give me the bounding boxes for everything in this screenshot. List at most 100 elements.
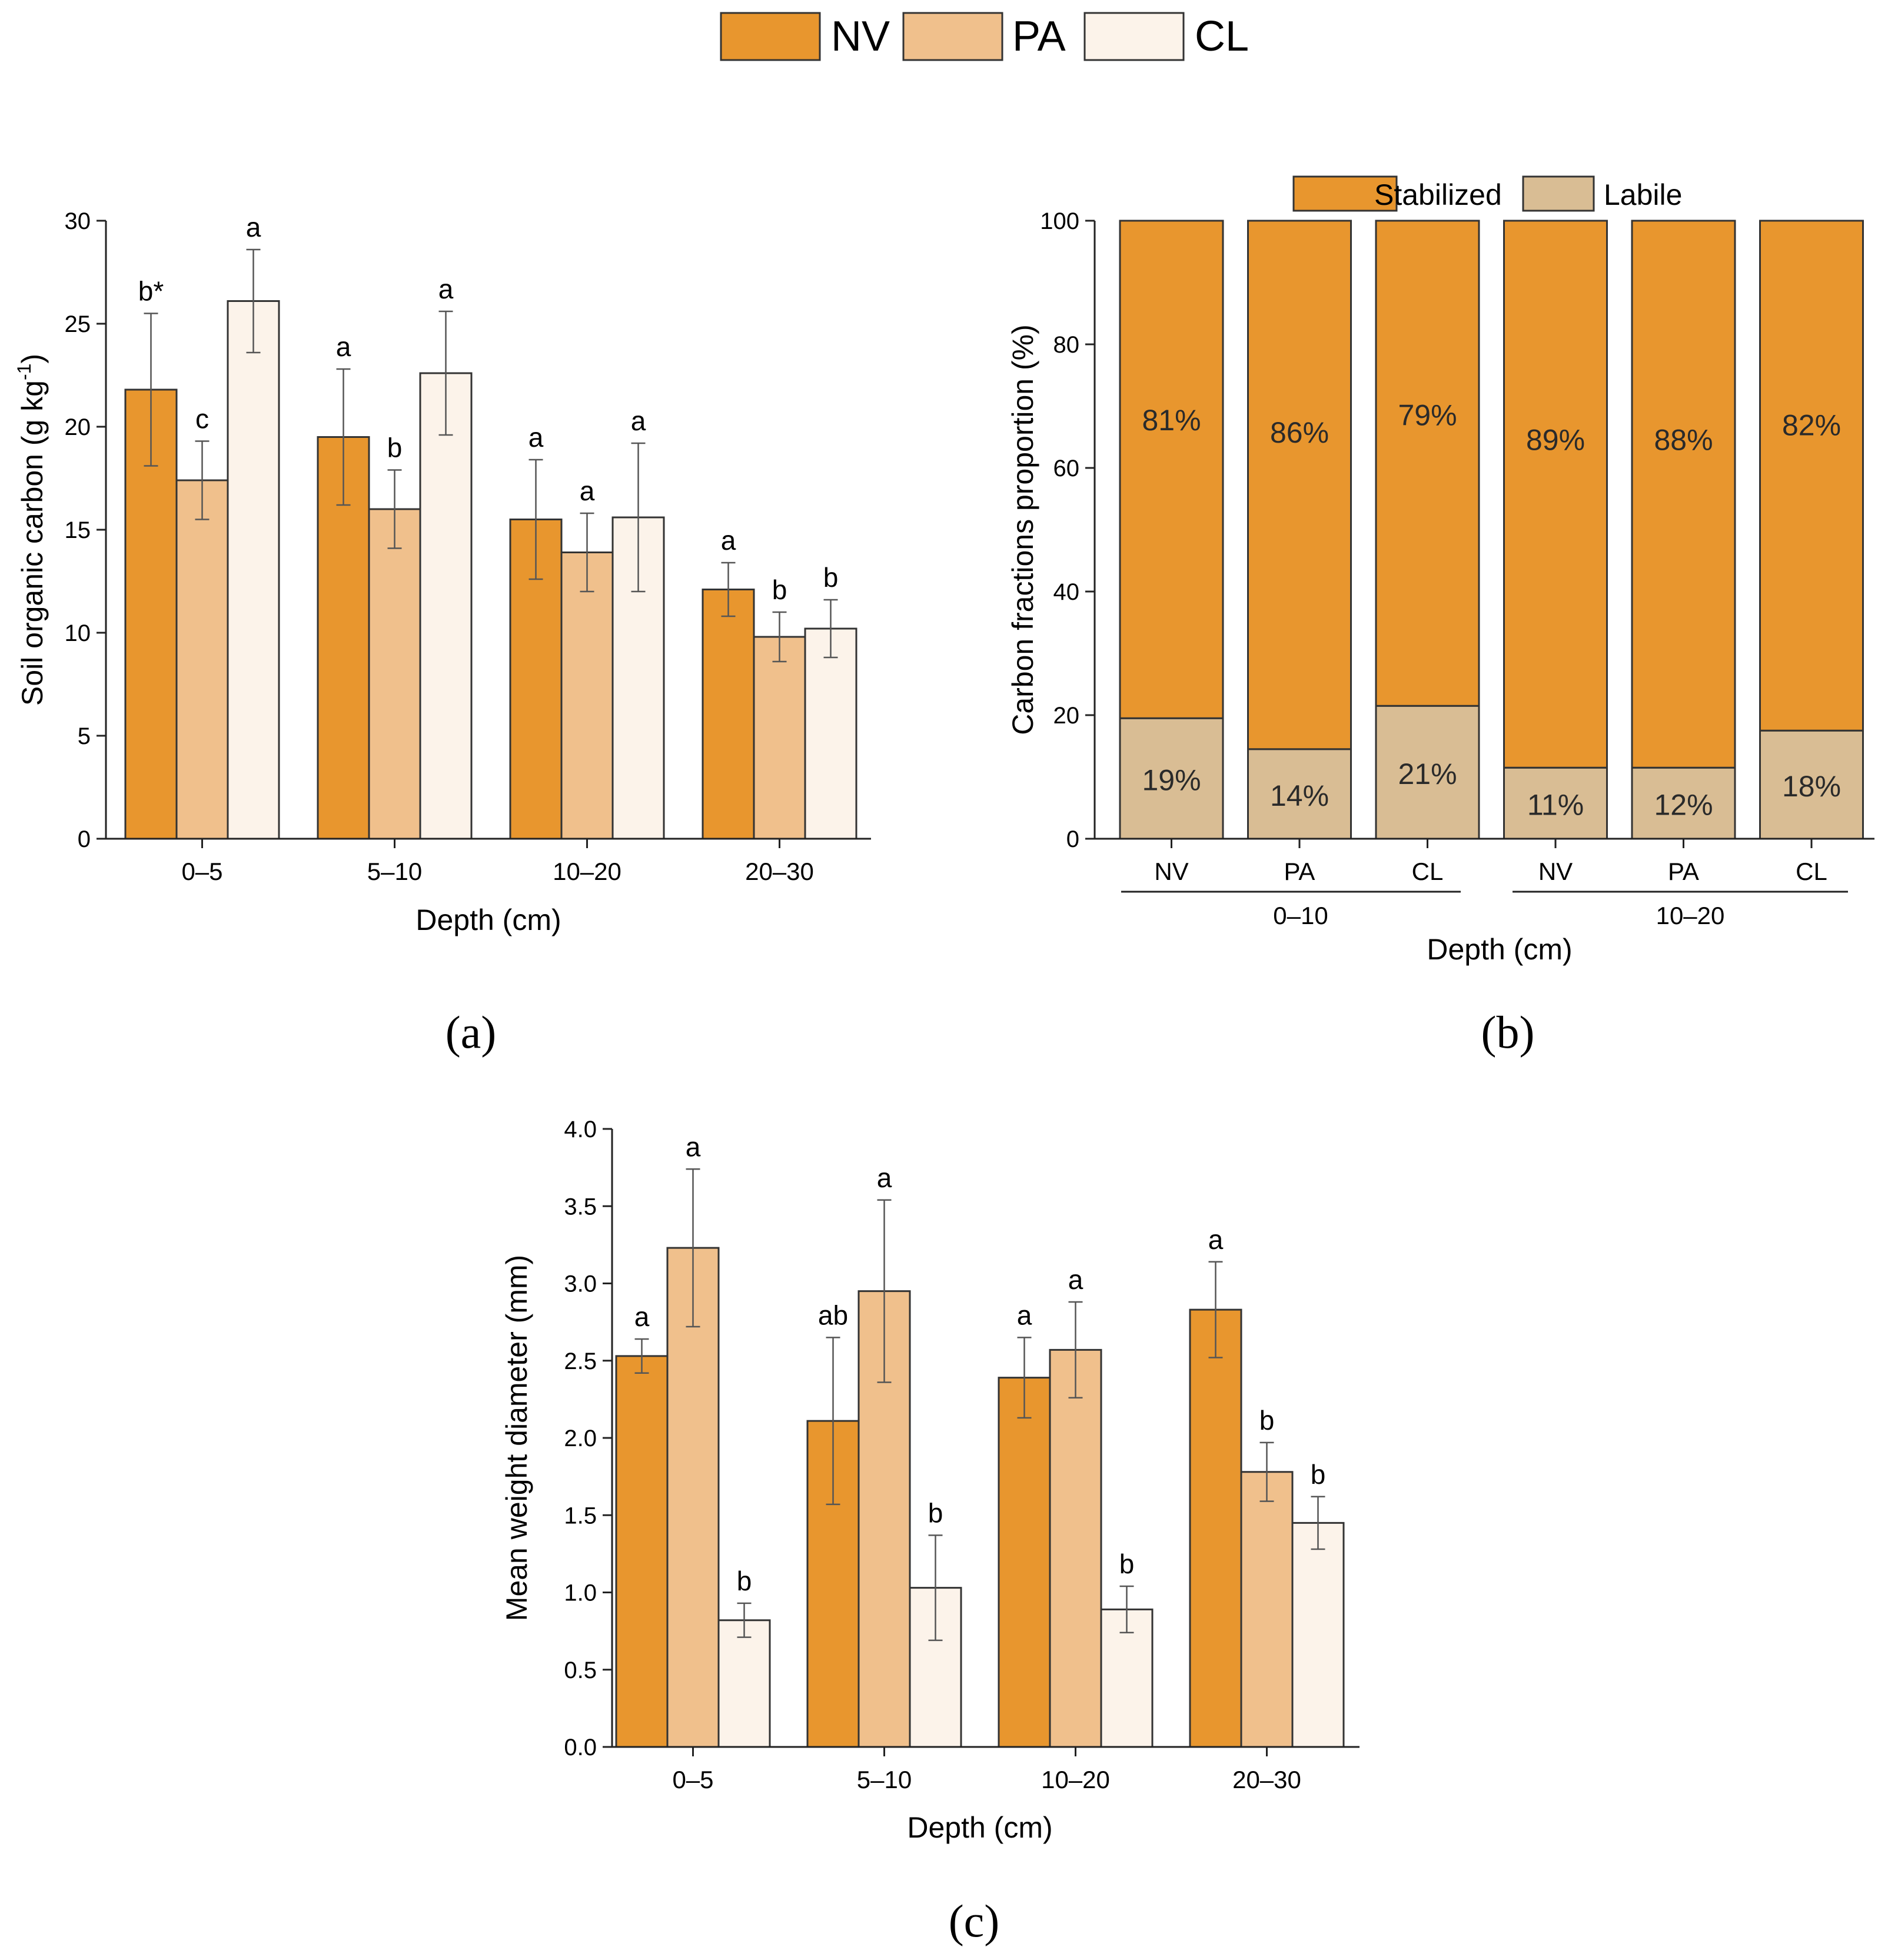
panel-a-significance-letter: a	[631, 406, 646, 436]
panel-c-significance-letter: a	[634, 1301, 650, 1332]
panel-c-y-tick-label: 3.0	[564, 1271, 597, 1297]
panel-b-percent-label: 12%	[1654, 789, 1713, 822]
panel-c-bar-pa-20-30	[1240, 1471, 1294, 1748]
panel-a-significance-letter: a	[721, 525, 736, 556]
panel-c-bar-cl-20-30	[1291, 1522, 1345, 1748]
panel-c-significance-letter: ab	[818, 1300, 848, 1330]
panel-a-significance-letter: a	[580, 476, 595, 506]
legend-swatch-nv	[720, 12, 821, 61]
top-legend: NV PA CL	[720, 12, 1249, 61]
panel-c-bar-nv-10-20	[998, 1377, 1051, 1748]
panel-a-y-tick-label: 10	[65, 620, 91, 646]
panel-a-x-tick-label: 10–20	[553, 858, 621, 885]
panel-b-bar-labile-2	[1375, 705, 1480, 840]
panel-b-bar-labile-0	[1119, 717, 1224, 840]
panel-a-x-tick-label: 0–5	[181, 858, 222, 885]
panel-b-bar-stabilized-0	[1119, 220, 1224, 719]
panel-a-y-tick-label: 30	[65, 208, 91, 234]
panel-a-x-tick-label: 20–30	[745, 858, 814, 885]
panel-c-x-tick-label: 5–10	[857, 1766, 912, 1793]
panel-b-plot: 0 20 40 60 80 100 19% 81% NV 14% 86% PA 21% 79% CL 11% 8…	[1040, 208, 1864, 885]
legend-label-stabilized: Stabilized	[1374, 178, 1502, 211]
panel-a-bar-cl-5-10	[419, 372, 473, 840]
panel-c-significance-letter: b	[1259, 1405, 1275, 1436]
panel-b-x-label: Depth (cm)	[1427, 933, 1572, 966]
panel-b: Stabilized Labile 0 20 40 60 80 100 19% 81% NV 14…	[1006, 175, 1874, 1058]
panel-a-significance-letter: b	[772, 574, 787, 605]
panel-a-significance-letter: a	[438, 274, 454, 304]
legend-swatch-stabilized	[1292, 175, 1398, 212]
legend-label-labile: Labile	[1604, 178, 1682, 211]
panel-b-group-label-0-10: 0–10	[1273, 902, 1328, 929]
panel-c-bar-nv-0-5	[615, 1355, 669, 1748]
panel-b-percent-label: 19%	[1142, 764, 1201, 797]
panel-b-percent-label: 14%	[1270, 779, 1329, 812]
panel-c-plot: 0.00.51.01.52.02.53.03.54.0aab0–5abab5–1…	[564, 1117, 1345, 1793]
panel-c-significance-letter: a	[1208, 1224, 1224, 1255]
panel-b-x-tick-label: NV	[1538, 858, 1573, 885]
panel-c-y-tick-label: 3.5	[564, 1194, 597, 1220]
panel-c-y-tick-label: 0.5	[564, 1657, 597, 1683]
legend-swatch-cl	[1083, 12, 1185, 61]
panel-b-percent-label: 88%	[1654, 424, 1713, 457]
panel-c-y-tick-label: 2.5	[564, 1348, 597, 1374]
panel-c-x-tick-label: 0–5	[672, 1766, 713, 1793]
panel-a: 0 5 10 15 20 25 30 b* c a 0–5 a b a 5–10 a a a 10–20 a b b 20–…	[14, 208, 871, 1058]
panel-c-significance-letter: b	[1311, 1459, 1326, 1490]
panel-c-y-tick-label: 1.0	[564, 1580, 597, 1606]
legend-label-pa: PA	[1012, 13, 1066, 60]
panel-b-y-tick-label: 40	[1053, 579, 1080, 605]
panel-b-group-label-10-20: 10–20	[1656, 902, 1725, 929]
panel-c-y-tick-label: 1.5	[564, 1503, 597, 1529]
panel-c: 0.00.51.01.52.02.53.03.54.0aab0–5abab5–1…	[500, 1117, 1360, 1946]
panel-a-significance-letter: c	[195, 404, 209, 434]
panel-b-bar-stabilized-4	[1631, 220, 1736, 769]
panel-b-y-tick-label: 80	[1053, 332, 1080, 358]
panel-c-significance-letter: a	[877, 1162, 892, 1193]
panel-a-significance-letter: a	[336, 331, 351, 362]
panel-b-y-tick-label: 60	[1053, 456, 1080, 481]
panel-a-x-tick-label: 5–10	[367, 858, 422, 885]
panel-a-bar-pa-5-10	[368, 508, 421, 840]
panel-b-y-tick-label: 0	[1066, 826, 1079, 852]
panel-c-bar-pa-0-5	[666, 1247, 720, 1748]
panel-b-label: (b)	[1481, 1006, 1535, 1058]
panel-b-x-tick-label: PA	[1284, 858, 1315, 885]
panel-a-bar-cl-20-30	[804, 627, 857, 840]
panel-a-significance-letter: a	[246, 212, 261, 242]
panel-a-significance-letter: b*	[138, 276, 164, 307]
panel-c-significance-letter: b	[737, 1566, 752, 1596]
panel-a-y-tick-label: 5	[78, 723, 91, 749]
panel-c-x-tick-label: 20–30	[1232, 1766, 1301, 1793]
panel-a-significance-letter: b	[387, 433, 403, 463]
panel-c-y-tick-label: 0.0	[564, 1735, 597, 1760]
panel-b-bar-stabilized-5	[1759, 220, 1864, 732]
panel-a-x-label: Depth (cm)	[416, 903, 561, 936]
panel-b-bar-stabilized-1	[1247, 220, 1352, 750]
panel-a-bar-pa-20-30	[753, 636, 806, 840]
panel-c-x-label: Depth (cm)	[907, 1811, 1052, 1844]
panel-b-x-tick-label: CL	[1796, 858, 1827, 885]
panel-b-x-tick-label: NV	[1154, 858, 1188, 885]
panel-b-bar-stabilized-3	[1503, 220, 1608, 769]
panel-a-y-tick-label: 25	[65, 311, 91, 337]
panel-a-y-tick-label: 0	[78, 826, 91, 852]
panel-b-y-label: Carbon fractions proportion (%)	[1006, 324, 1039, 735]
panel-a-y-tick-label: 15	[65, 517, 91, 543]
panel-a-significance-letter: b	[823, 562, 839, 593]
panel-b-percent-label: 82%	[1782, 409, 1841, 442]
panel-c-y-label: Mean weight diameter (mm)	[500, 1255, 533, 1621]
panel-a-y-label: Soil organic carbon (g kg-1)	[14, 354, 49, 706]
panel-a-plot: 0 5 10 15 20 25 30 b* c a 0–5 a b a 5–10 a a a 10–20 a b b 20–…	[65, 208, 857, 885]
panel-a-bar-pa-10-20	[560, 552, 614, 840]
panel-b-bar-stabilized-2	[1375, 220, 1480, 707]
legend-label-cl: CL	[1195, 13, 1249, 60]
panel-b-percent-label: 86%	[1270, 416, 1329, 449]
panel-a-y-tick-label: 20	[65, 414, 91, 440]
panel-b-percent-label: 11%	[1527, 789, 1584, 822]
panel-a-significance-letter: a	[528, 422, 544, 453]
panel-b-y-tick-label: 20	[1053, 703, 1080, 729]
panel-c-x-tick-label: 10–20	[1041, 1766, 1110, 1793]
panel-a-label: (a)	[446, 1006, 497, 1058]
